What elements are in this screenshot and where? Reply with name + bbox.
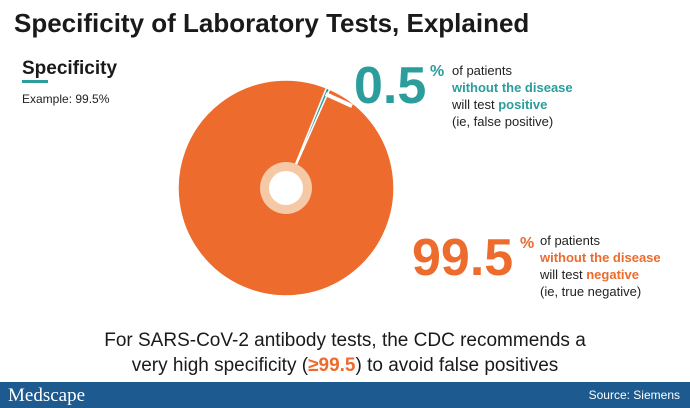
negative-unit: % <box>520 235 535 252</box>
pie-leader-line <box>324 92 353 108</box>
negative-line3-highlight: negative <box>586 267 639 282</box>
pie-slice-positive <box>285 86 331 189</box>
note-line2-suffix: ) to avoid false positives <box>355 355 559 376</box>
positive-description: of patients without the disease will tes… <box>452 62 573 130</box>
section-subtitle: Specificity <box>22 58 118 79</box>
note-line2-prefix: very high specificity ( <box>131 355 309 376</box>
negative-description: of patients without the disease will tes… <box>540 232 661 300</box>
negative-line2: without the disease <box>540 250 661 265</box>
medscape-logo: Medscape <box>8 385 86 406</box>
positive-line4: (ie, false positive) <box>452 114 554 129</box>
note-line1: For SARS-CoV-2 antibody tests, the CDC r… <box>104 330 586 351</box>
positive-unit: % <box>430 63 445 80</box>
cdc-note: For SARS-CoV-2 antibody tests, the CDC r… <box>0 328 690 378</box>
footer-bar: Medscape Source: Siemens <box>0 382 690 408</box>
negative-value: 99.5 <box>412 229 514 287</box>
source-text: Source: Siemens <box>588 388 680 402</box>
subtitle-underline <box>22 80 48 83</box>
negative-line1: of patients <box>540 233 600 248</box>
positive-line3-highlight: positive <box>498 97 548 112</box>
pie-center-hole <box>269 171 303 205</box>
negative-line4: (ie, true negative) <box>540 284 642 299</box>
positive-line3: will test positive <box>452 96 573 113</box>
positive-value: 0.5 <box>354 57 427 115</box>
positive-line3-prefix: will test <box>452 97 499 112</box>
positive-line2: without the disease <box>452 80 573 95</box>
negative-line3: will test negative <box>540 266 661 283</box>
note-line2-highlight: ≥99.5 <box>308 355 356 376</box>
example-text: Example: 99.5% <box>22 92 110 106</box>
positive-line1: of patients <box>452 63 512 78</box>
note-line2: very high specificity (≥99.5) to avoid f… <box>0 353 690 378</box>
page-title: Specificity of Laboratory Tests, Explain… <box>14 8 530 38</box>
negative-line3-prefix: will test <box>540 267 587 282</box>
